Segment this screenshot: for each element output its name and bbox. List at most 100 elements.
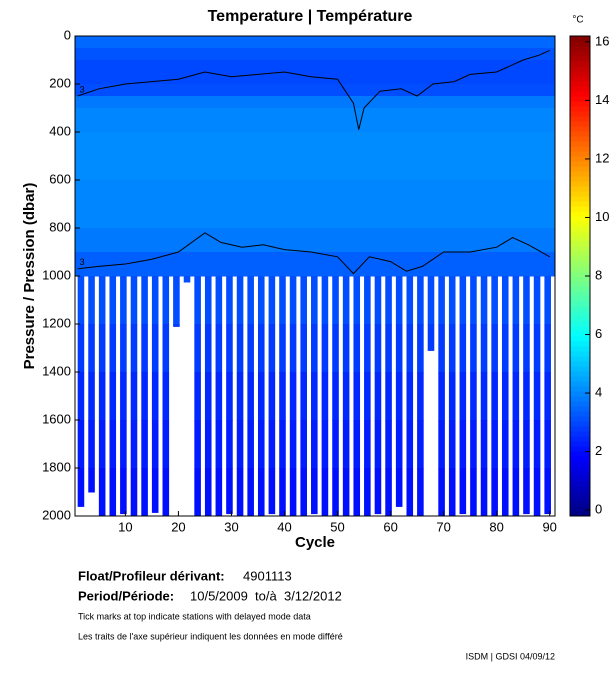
profile-cell xyxy=(204,468,212,516)
colorbar-swatch xyxy=(570,206,590,212)
profile-cell xyxy=(162,324,170,373)
profile-cell xyxy=(406,324,414,373)
profile-cell xyxy=(183,276,191,283)
colorbar-swatch xyxy=(570,196,590,202)
profile-cell xyxy=(109,372,117,421)
colorbar-swatch xyxy=(570,276,590,282)
profile-cell xyxy=(194,468,201,516)
colorbar-swatch xyxy=(570,311,590,317)
profile-cell xyxy=(141,420,148,469)
profile-cell xyxy=(438,276,445,325)
profile-cell xyxy=(374,468,382,515)
profile-cell xyxy=(544,324,551,373)
colorbar-swatch xyxy=(570,51,590,57)
profile-cell xyxy=(523,420,530,469)
profile-cell xyxy=(395,468,403,507)
colorbar-swatch xyxy=(570,306,590,312)
profile-cell xyxy=(109,468,117,516)
profile-cell xyxy=(512,420,520,469)
note-fr: Les traits de l'axe supérieur indiquent … xyxy=(78,631,343,641)
colorbar-swatch xyxy=(570,286,590,292)
profile-cell xyxy=(162,372,170,421)
colorbar-swatch xyxy=(570,341,590,347)
profile-cell xyxy=(120,324,127,373)
profile-cell xyxy=(162,276,170,325)
credit: ISDM | GDSI 04/09/12 xyxy=(466,651,555,661)
profile-cell xyxy=(300,468,307,516)
colorbar-swatch xyxy=(570,46,590,52)
profile-cell xyxy=(417,372,424,421)
profile-cell xyxy=(501,420,509,469)
profile-cell xyxy=(257,324,265,373)
colorbar-swatch xyxy=(570,231,590,237)
profile-cell xyxy=(480,468,488,516)
profile-cell xyxy=(215,468,223,516)
profile-cell xyxy=(395,276,403,325)
colorbar-swatch xyxy=(570,176,590,182)
profile-cell xyxy=(501,468,509,516)
colorbar-swatch xyxy=(570,316,590,322)
profile-cell xyxy=(226,420,233,469)
profile-cell xyxy=(491,468,498,516)
colorbar-unit: °C xyxy=(572,15,583,26)
colorbar-tick-label: 0 xyxy=(595,502,602,517)
profile-cell xyxy=(141,468,148,516)
profile-cell xyxy=(544,420,551,469)
colorbar-swatch xyxy=(570,246,590,252)
colorbar-swatch xyxy=(570,506,590,512)
colorbar-swatch xyxy=(570,491,590,497)
profile-cell xyxy=(247,420,254,469)
profile-cell xyxy=(438,420,445,469)
profile-cell xyxy=(491,276,498,325)
colorbar-swatch xyxy=(570,406,590,412)
profile-cell xyxy=(268,276,276,325)
field-cell xyxy=(75,84,555,97)
profile-cell xyxy=(332,372,339,421)
profile-cell xyxy=(417,276,424,325)
profile-cell xyxy=(194,324,201,373)
field-cell xyxy=(75,60,555,73)
profile-cell xyxy=(385,468,392,516)
profile-cell xyxy=(173,276,180,325)
profile-cell xyxy=(459,324,467,373)
profile-cell xyxy=(98,276,106,325)
profile-cell xyxy=(130,468,138,516)
profile-cell xyxy=(406,468,414,516)
y-tick-label: 1400 xyxy=(42,363,71,378)
profile-cell xyxy=(321,420,329,469)
profile-cell xyxy=(151,276,159,325)
y-tick-label: 600 xyxy=(49,171,71,186)
colorbar-swatch xyxy=(570,66,590,72)
plot-area: 33 xyxy=(75,36,555,516)
profile-cell xyxy=(194,420,201,469)
profile-cell xyxy=(321,276,329,325)
profile-cell xyxy=(98,420,106,469)
plot-frame xyxy=(74,35,556,517)
colorbar-swatch xyxy=(570,36,590,42)
colorbar-swatch xyxy=(570,251,590,257)
profile-cell xyxy=(374,324,382,373)
colorbar-tick-label: 14 xyxy=(595,92,609,107)
profile-cell xyxy=(300,276,307,325)
profile-cell xyxy=(109,324,117,373)
profile-cell xyxy=(364,420,371,469)
colorbar-swatch xyxy=(570,131,590,137)
colorbar-swatch xyxy=(570,106,590,112)
profile-cell xyxy=(448,420,456,469)
profile-cell xyxy=(279,468,286,516)
x-tick-label: 90 xyxy=(542,519,556,534)
profile-cell xyxy=(141,276,148,325)
profile-cell xyxy=(385,276,392,325)
profile-cell xyxy=(300,420,307,469)
colorbar-swatch xyxy=(570,356,590,362)
profile-cell xyxy=(289,468,297,516)
profile-cell xyxy=(353,468,361,516)
colorbar-swatch xyxy=(570,96,590,102)
profile-cell xyxy=(120,420,127,469)
profile-cell xyxy=(459,420,467,469)
colorbar-swatch xyxy=(570,371,590,377)
profile-cell xyxy=(226,372,233,421)
colorbar-swatch xyxy=(570,71,590,77)
x-tick-label: 30 xyxy=(224,519,238,534)
colorbar-swatch xyxy=(570,346,590,352)
